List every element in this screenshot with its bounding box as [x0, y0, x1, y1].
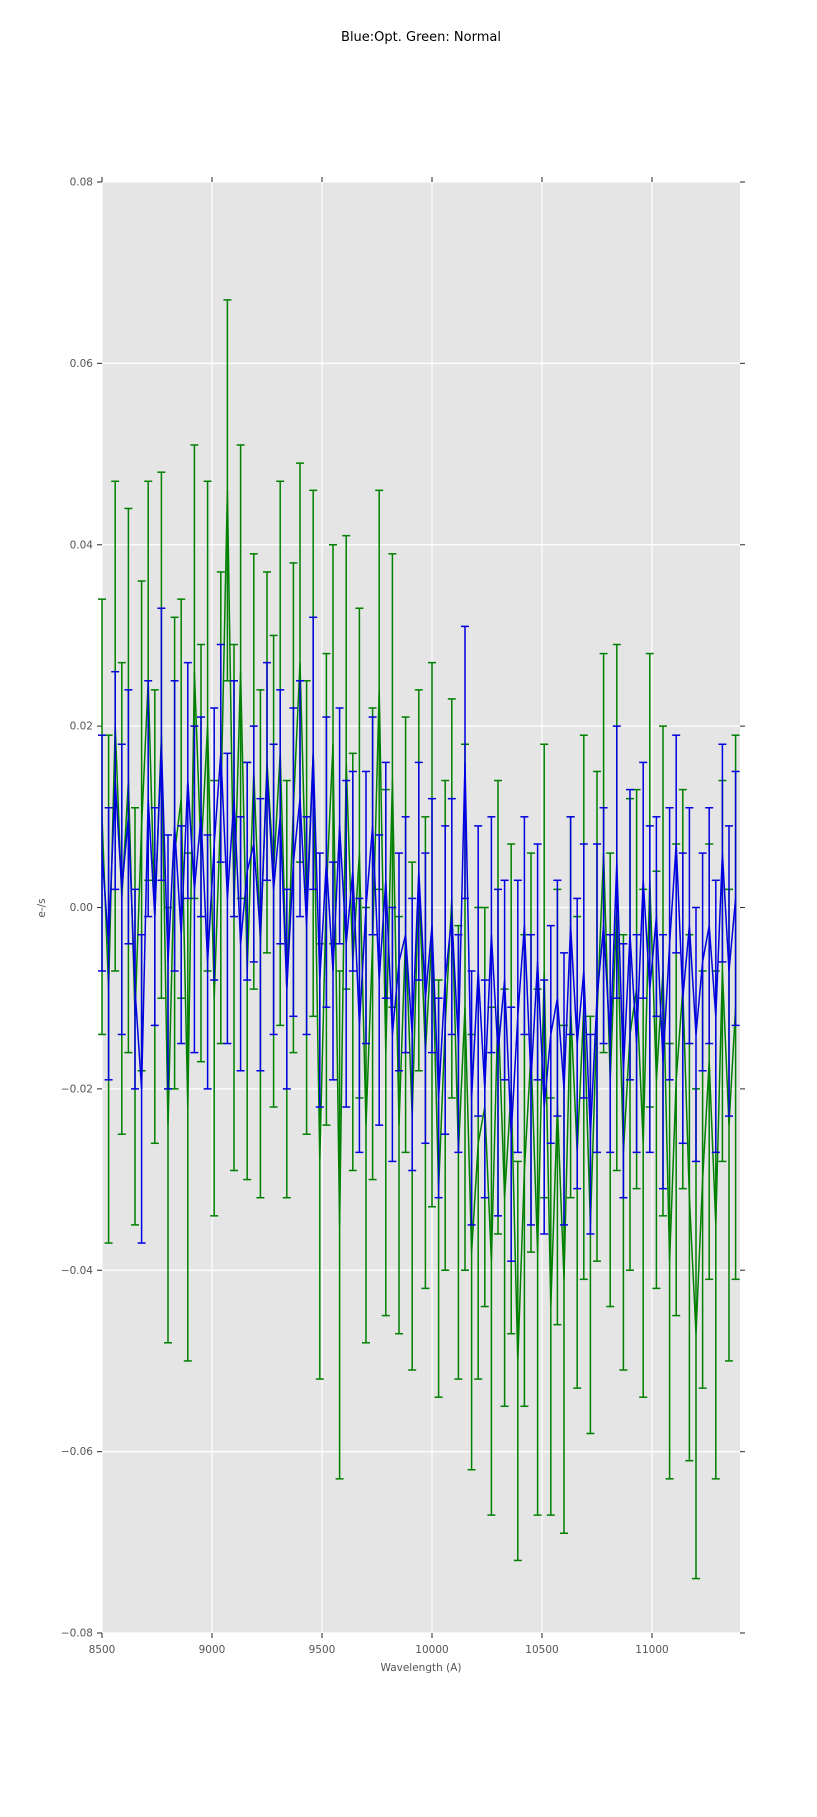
y-tick-labels: 0.08 0.06 0.04 0.02 0.00 −0.02 −0.04 −0.06 −0.08 — [61, 177, 93, 1640]
svg-text:10500: 10500 — [525, 1644, 558, 1656]
svg-text:−0.02: −0.02 — [61, 1083, 93, 1095]
svg-text:9500: 9500 — [309, 1644, 336, 1656]
series-opt — [98, 607, 740, 1262]
svg-text:−0.08: −0.08 — [61, 1628, 93, 1640]
svg-text:9000: 9000 — [199, 1644, 226, 1656]
svg-text:0.08: 0.08 — [70, 177, 93, 189]
series-line-opt — [101, 744, 737, 1135]
chart-render-root: 8500 9000 9500 10000 10500 110000.080.060.040… — [61, 177, 745, 1656]
y-axis-label: e-/s — [36, 898, 48, 917]
svg-text:−0.06: −0.06 — [61, 1446, 93, 1458]
axis-ticks — [97, 177, 745, 1638]
chart-title: Blue:Opt. Green: Normal — [341, 30, 501, 45]
svg-text:0.06: 0.06 — [70, 358, 94, 370]
svg-text:−0.04: −0.04 — [61, 1265, 93, 1277]
svg-text:10000: 10000 — [415, 1644, 448, 1656]
svg-text:0.04: 0.04 — [70, 539, 94, 551]
svg-text:11000: 11000 — [635, 1644, 668, 1656]
svg-text:0.02: 0.02 — [70, 721, 93, 733]
x-tick-labels: 8500 9000 9500 10000 10500 11000 — [89, 1644, 669, 1656]
x-axis-label: Wavelength (A) — [380, 1662, 461, 1674]
svg-text:0.00: 0.00 — [70, 902, 93, 914]
svg-text:8500: 8500 — [89, 1644, 116, 1656]
